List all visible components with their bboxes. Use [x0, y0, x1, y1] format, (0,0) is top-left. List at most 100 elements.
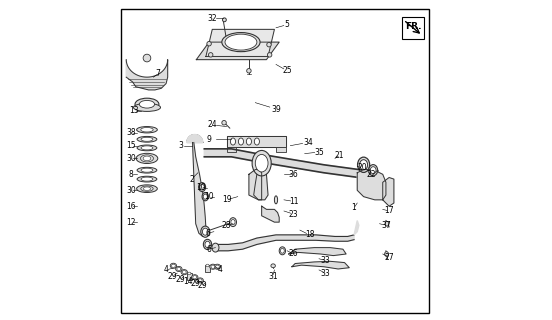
Polygon shape — [249, 170, 262, 200]
Text: 27: 27 — [384, 253, 394, 262]
Text: 14: 14 — [184, 277, 193, 286]
Ellipse shape — [188, 272, 191, 275]
Ellipse shape — [201, 226, 210, 237]
Ellipse shape — [137, 145, 157, 151]
Ellipse shape — [199, 183, 205, 192]
Text: 5: 5 — [285, 20, 290, 29]
Text: 29: 29 — [168, 272, 177, 281]
Ellipse shape — [230, 218, 236, 227]
Text: 24: 24 — [208, 120, 217, 130]
Circle shape — [267, 43, 271, 47]
Ellipse shape — [177, 268, 181, 270]
Ellipse shape — [136, 126, 157, 133]
Polygon shape — [262, 206, 279, 222]
Text: 15: 15 — [126, 141, 136, 150]
Text: 7: 7 — [156, 69, 161, 78]
Ellipse shape — [137, 167, 157, 173]
Ellipse shape — [181, 270, 188, 275]
Text: 33: 33 — [321, 268, 330, 278]
Ellipse shape — [385, 221, 389, 226]
Circle shape — [222, 121, 226, 125]
Text: 13: 13 — [129, 106, 139, 115]
Bar — [187, 273, 192, 280]
Polygon shape — [292, 261, 349, 269]
Text: 29: 29 — [197, 281, 207, 290]
Text: 8: 8 — [129, 170, 134, 179]
Ellipse shape — [206, 264, 209, 267]
Ellipse shape — [200, 184, 204, 190]
Polygon shape — [357, 170, 386, 200]
Text: 6: 6 — [205, 229, 210, 238]
Ellipse shape — [369, 164, 378, 176]
Ellipse shape — [246, 138, 252, 145]
Polygon shape — [204, 149, 378, 179]
Ellipse shape — [222, 18, 226, 22]
Ellipse shape — [182, 270, 186, 274]
Ellipse shape — [193, 276, 197, 279]
Text: 33: 33 — [321, 256, 330, 265]
Ellipse shape — [176, 267, 182, 271]
Ellipse shape — [274, 196, 278, 204]
Text: 4: 4 — [163, 265, 168, 275]
Text: 28: 28 — [222, 221, 231, 230]
Bar — [276, 147, 285, 152]
Ellipse shape — [172, 264, 176, 268]
Ellipse shape — [230, 138, 236, 145]
Ellipse shape — [231, 220, 235, 225]
Bar — [402, 17, 424, 39]
Text: 20: 20 — [357, 164, 367, 172]
Text: 36: 36 — [289, 170, 299, 179]
Polygon shape — [227, 136, 285, 147]
Text: 39: 39 — [271, 105, 281, 114]
Text: 6: 6 — [206, 245, 211, 254]
Ellipse shape — [139, 100, 155, 108]
Ellipse shape — [203, 239, 211, 250]
Ellipse shape — [225, 34, 257, 50]
Polygon shape — [254, 174, 268, 200]
Ellipse shape — [255, 155, 268, 172]
Text: 32: 32 — [208, 14, 217, 23]
Ellipse shape — [141, 177, 153, 181]
Text: 21: 21 — [335, 151, 344, 160]
Ellipse shape — [135, 98, 159, 110]
Ellipse shape — [214, 264, 221, 269]
Ellipse shape — [222, 33, 260, 52]
Ellipse shape — [137, 176, 157, 182]
Ellipse shape — [134, 103, 161, 111]
Ellipse shape — [170, 263, 177, 268]
Ellipse shape — [141, 168, 153, 172]
Text: 30: 30 — [126, 186, 136, 195]
Ellipse shape — [370, 167, 376, 174]
Ellipse shape — [141, 186, 153, 191]
Ellipse shape — [254, 138, 259, 145]
Ellipse shape — [140, 155, 153, 162]
Text: 34: 34 — [303, 138, 313, 147]
Text: 31: 31 — [268, 272, 278, 281]
Circle shape — [247, 68, 251, 73]
Text: 19: 19 — [222, 195, 231, 204]
Text: 11: 11 — [289, 197, 298, 206]
Bar — [205, 266, 210, 272]
Bar — [227, 147, 236, 152]
Polygon shape — [206, 29, 274, 56]
Ellipse shape — [202, 193, 209, 201]
Ellipse shape — [198, 279, 202, 282]
Ellipse shape — [136, 185, 157, 193]
Ellipse shape — [271, 264, 275, 268]
Ellipse shape — [205, 241, 210, 248]
Ellipse shape — [280, 248, 284, 253]
Text: 30: 30 — [126, 154, 136, 163]
Ellipse shape — [358, 157, 370, 172]
Text: 10: 10 — [204, 192, 214, 201]
Text: 35: 35 — [314, 148, 324, 156]
Circle shape — [143, 54, 151, 62]
Ellipse shape — [210, 264, 216, 269]
Text: 12: 12 — [126, 218, 136, 227]
Text: 37: 37 — [381, 221, 391, 230]
Text: 4: 4 — [218, 265, 222, 275]
Polygon shape — [354, 220, 359, 235]
Text: 3: 3 — [178, 141, 183, 150]
Circle shape — [209, 52, 213, 57]
Ellipse shape — [211, 265, 215, 268]
Polygon shape — [187, 134, 203, 142]
